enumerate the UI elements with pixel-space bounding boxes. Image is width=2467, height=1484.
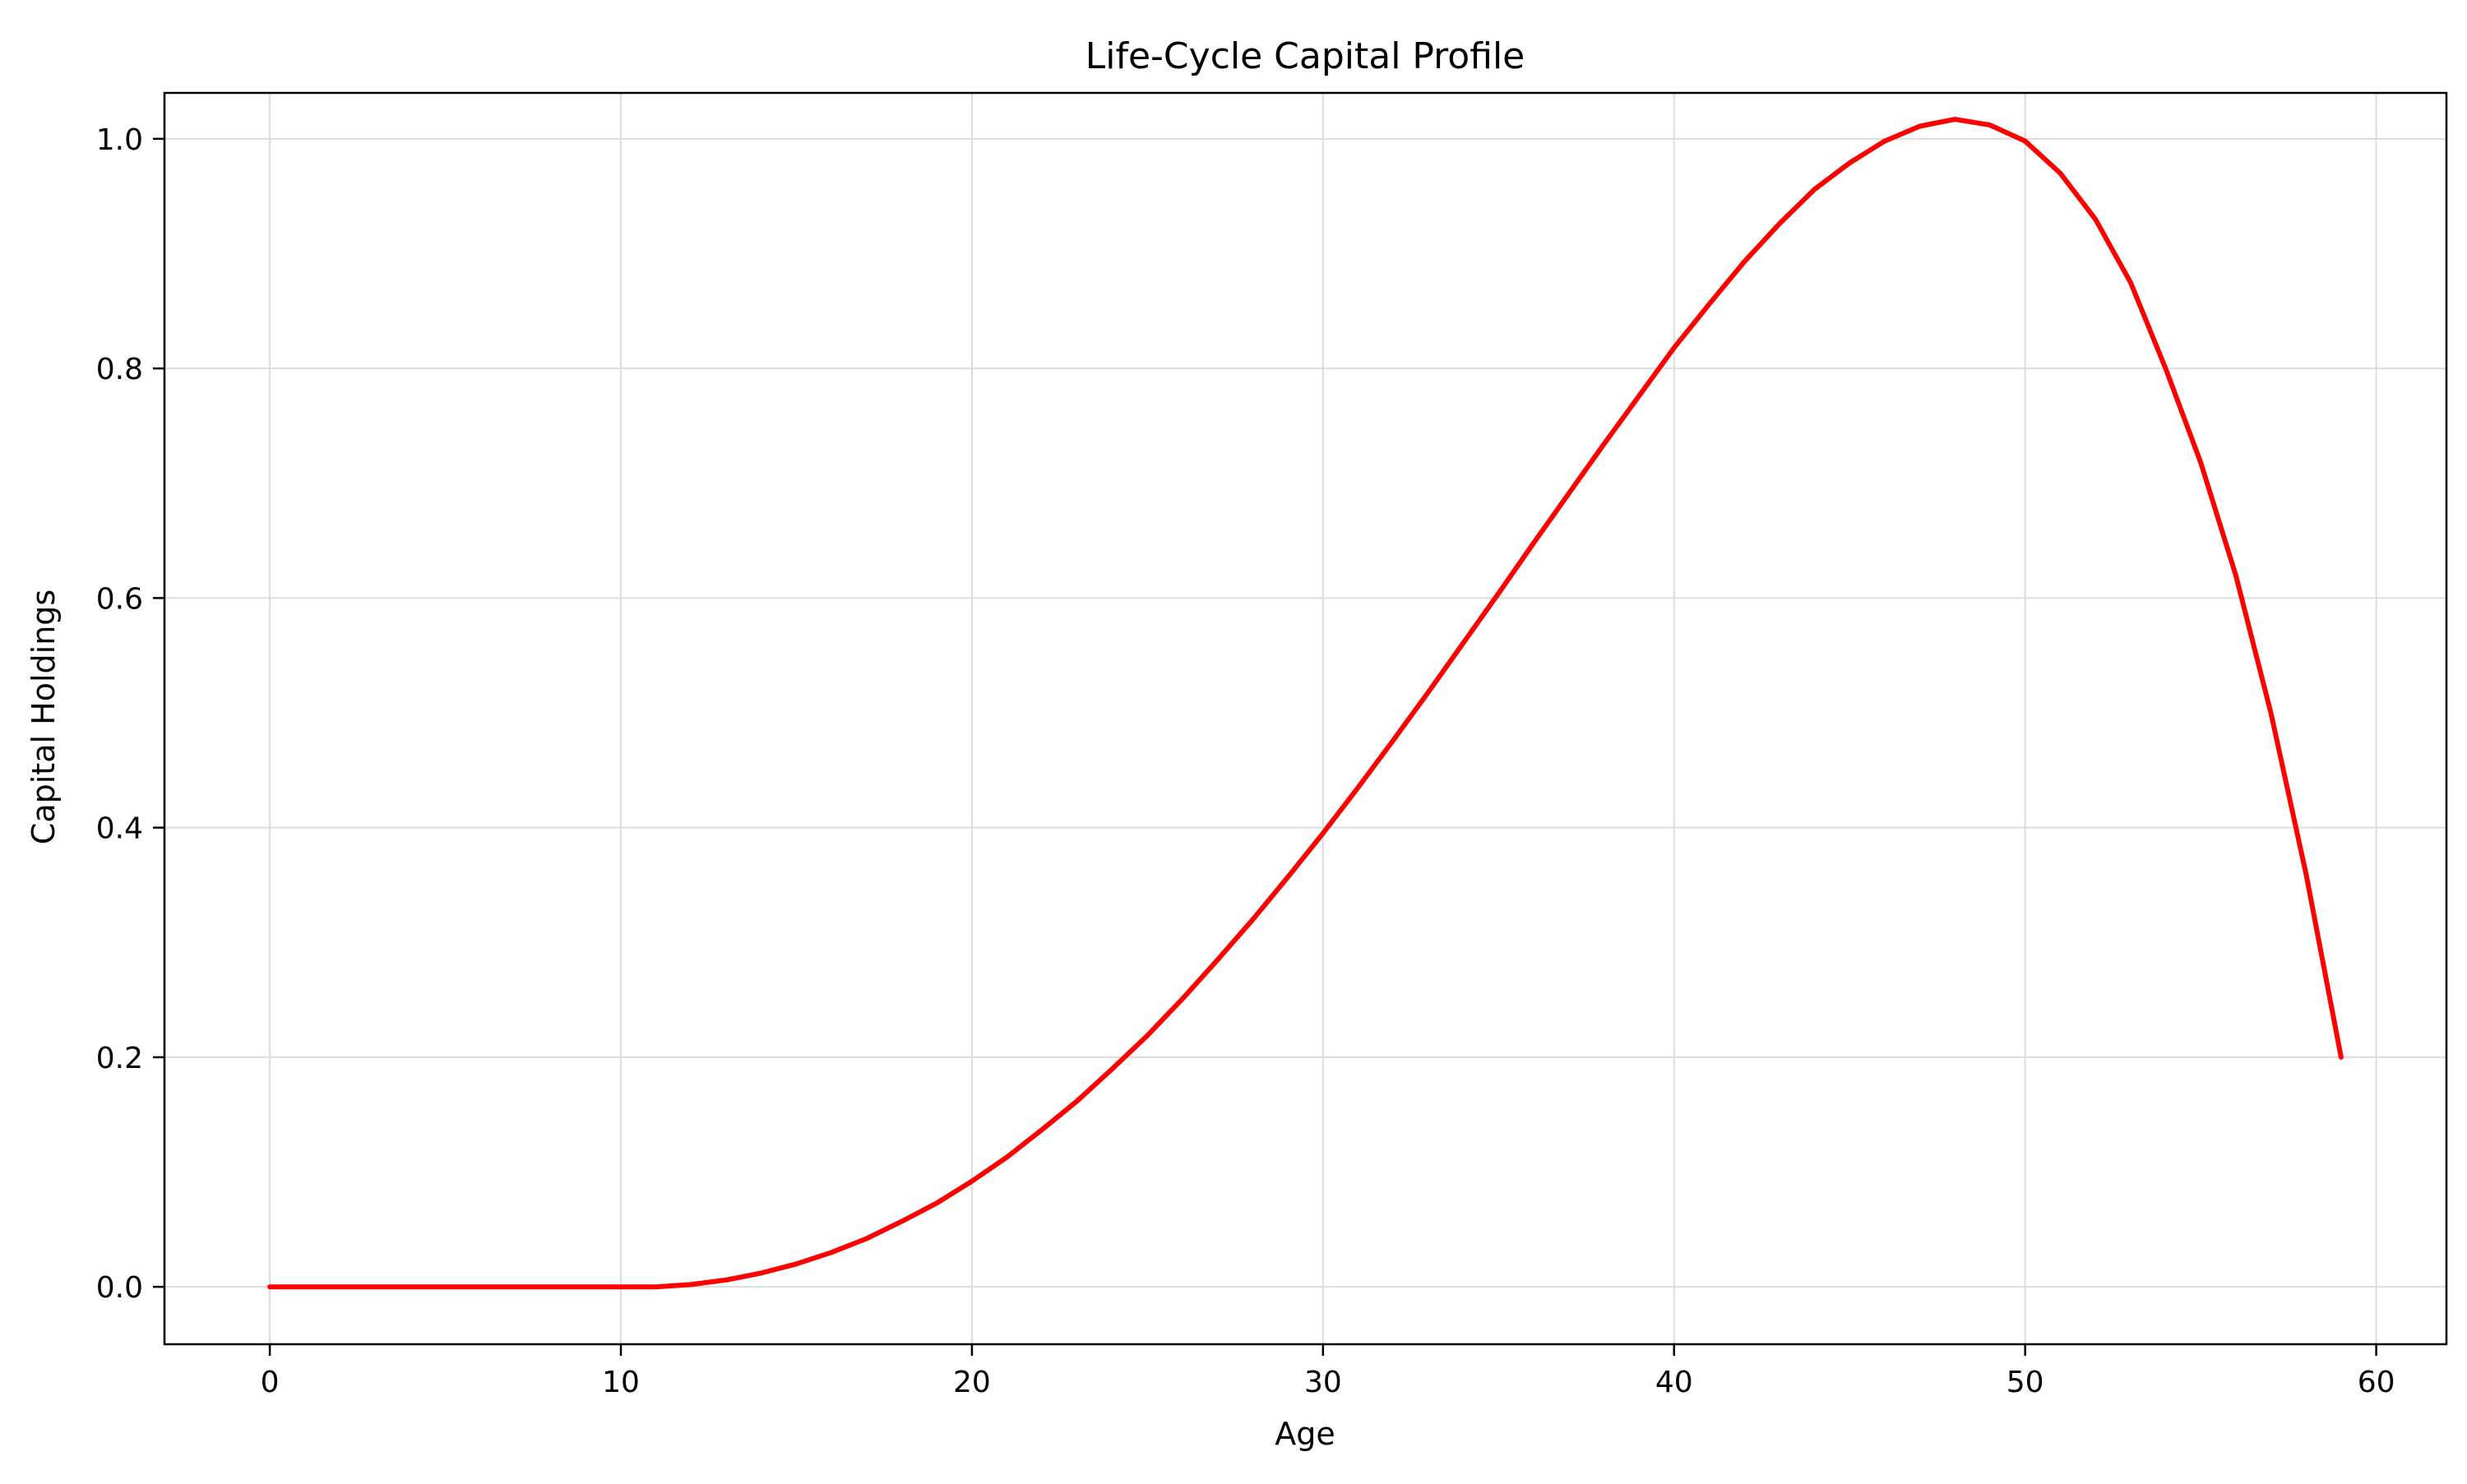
x-tick-label: 30	[1304, 1366, 1342, 1399]
x-tick-label: 10	[602, 1366, 640, 1399]
ticks: 0 10 20 30 40 50 60 0.0 0.2 0.4 0.6 0.8 1.0	[96, 123, 2395, 1399]
y-axis-label: Capital Holdings	[25, 589, 62, 844]
y-tick-label: 0.8	[96, 353, 143, 386]
x-tick-label: 40	[1655, 1366, 1693, 1399]
series	[267, 117, 2344, 1290]
plot-frame	[163, 91, 2448, 1346]
x-tick-label: 0	[261, 1366, 280, 1399]
axes	[163, 91, 2448, 1346]
y-tick-label: 1.0	[96, 123, 143, 157]
x-tick-label: 50	[2006, 1366, 2044, 1399]
y-tick-label: 0.0	[96, 1271, 143, 1305]
chart-title: Life-Cycle Capital Profile	[1085, 35, 1525, 77]
x-tick-label: 60	[2358, 1366, 2395, 1399]
x-tick-label: 20	[953, 1366, 991, 1399]
y-tick-label: 0.4	[96, 812, 143, 846]
y-tick-label: 0.6	[96, 582, 143, 616]
series-line-capital	[267, 117, 2344, 1290]
y-tick-label: 0.2	[96, 1042, 143, 1075]
x-axis-label: Age	[1275, 1416, 1335, 1452]
